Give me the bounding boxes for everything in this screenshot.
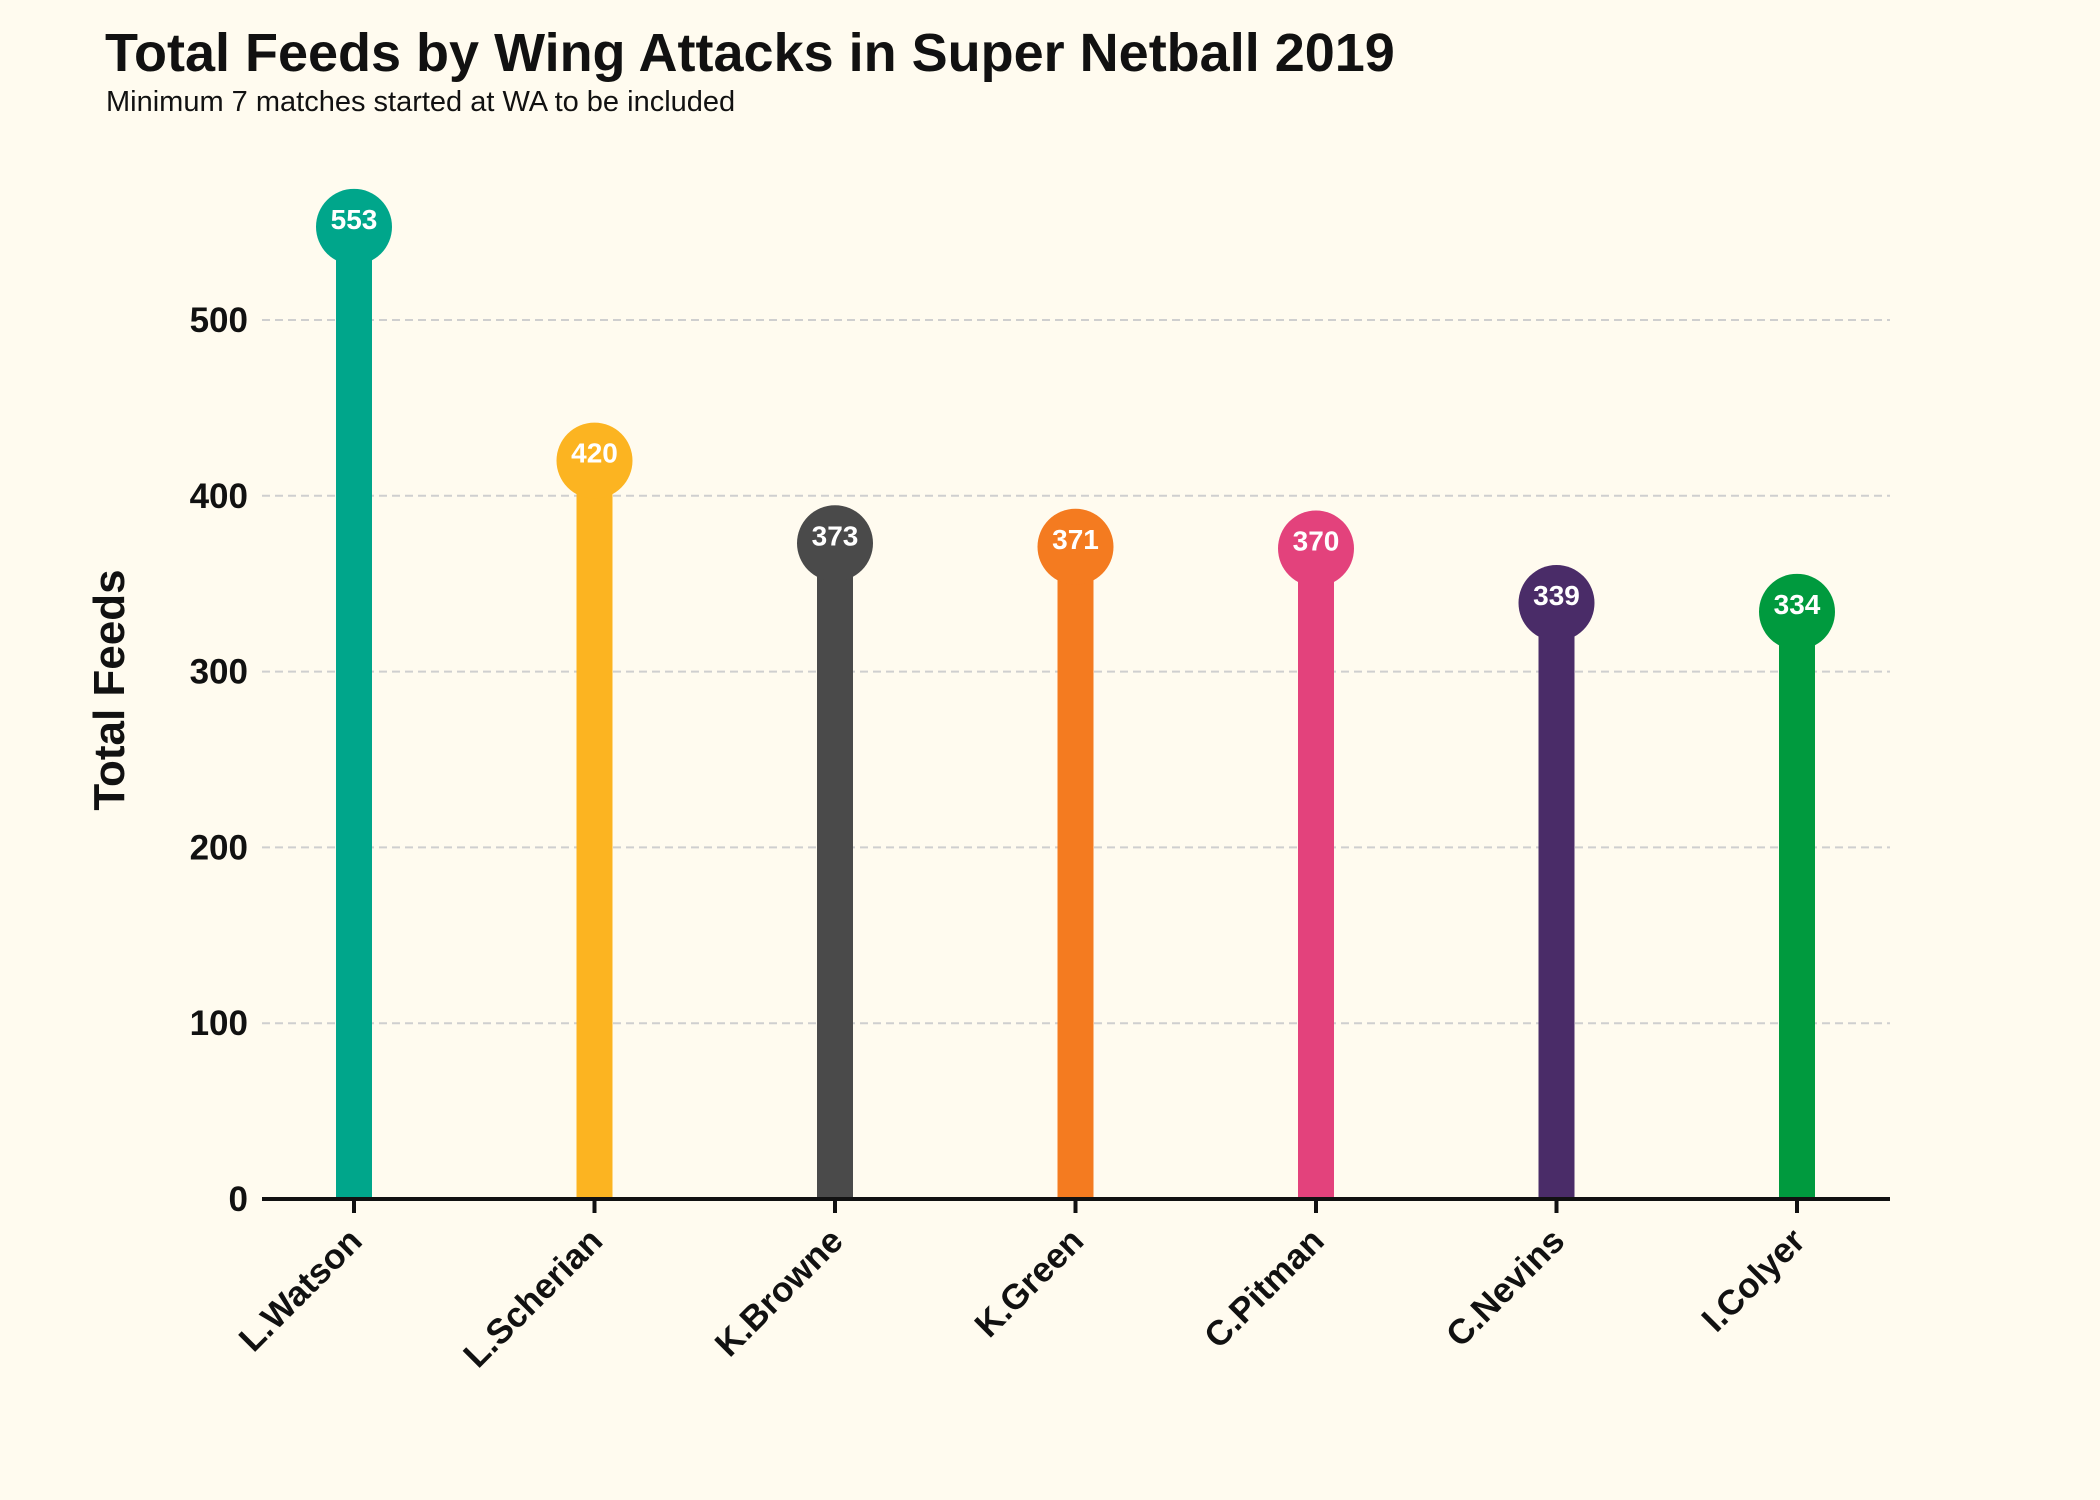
y-axis-label: Total Feeds [85,569,134,810]
lollipop-stem [1779,611,1815,1199]
lollipop-head [1518,565,1595,642]
lollipop-stem [576,460,613,1199]
y-axis-ticks: 0 100 200 300 400 500 [190,301,248,1219]
lollipop-stem [1057,546,1094,1199]
lollipop-head [1278,510,1354,587]
y-tick-label: 0 [229,1180,248,1219]
lollipop-head [1759,573,1835,650]
x-tick-label: L.Watson [232,1221,370,1359]
lollipop-stem [1298,548,1334,1199]
data-label: 373 [812,520,859,551]
lollipop-head [556,422,633,499]
y-tick-label: 500 [190,301,248,340]
chart-subtitle: Minimum 7 matches started at WA to be in… [106,86,736,118]
x-axis [262,1197,1890,1213]
x-axis-ticks: L.Watson L.Scherian K.Browne K.Green C.Pitma… [232,1221,1813,1375]
lollipop-stem [336,226,372,1200]
lollipop-head [316,188,392,265]
lollipop-stem [817,543,853,1199]
chart-title: Total Feeds by Wing Attacks in Super Net… [105,23,1395,83]
data-label: 371 [1052,524,1099,555]
lollipop-marks: 553 420 373 371 370 339 334 [316,188,1835,1200]
lollipop-head [1037,508,1114,585]
data-label: 339 [1533,580,1580,611]
x-tick-label: K.Browne [708,1221,851,1364]
lollipop-head [797,505,873,582]
y-tick-label: 400 [190,477,248,516]
data-label: 370 [1293,526,1340,557]
data-label: 420 [571,438,618,469]
x-tick-label: L.Scherian [456,1221,610,1375]
data-label: 553 [331,204,378,235]
y-tick-label: 200 [190,828,248,867]
data-label: 334 [1774,589,1821,620]
x-tick-label: C.Pitman [1197,1221,1332,1356]
x-tick-label: C.Nevins [1439,1221,1572,1354]
lollipop-stem [1538,603,1575,1199]
x-tick-label: K.Green [967,1221,1091,1345]
y-tick-label: 100 [190,1004,248,1043]
x-tick-label: I.Colyer [1694,1221,1813,1340]
y-tick-label: 300 [190,653,248,692]
